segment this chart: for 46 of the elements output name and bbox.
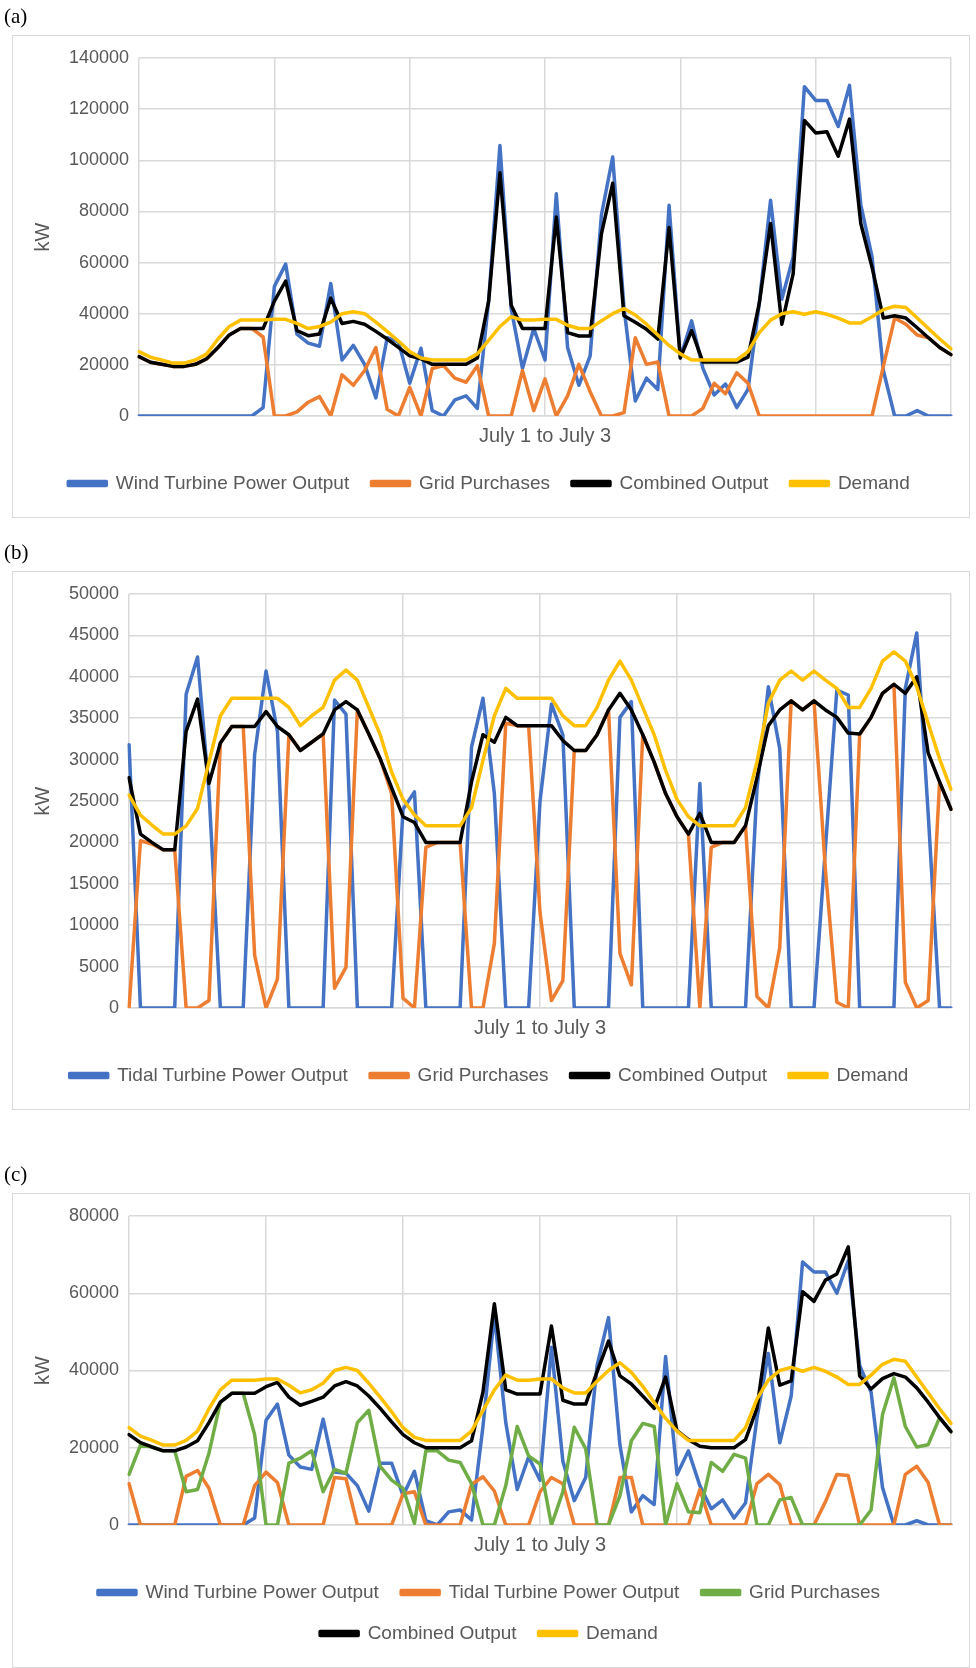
y-tick-label: 45000 <box>68 624 120 645</box>
y-axis-title: kW <box>30 222 53 252</box>
x-axis-title: July 1 to July 3 <box>478 423 612 446</box>
y-tick-label: 60000 <box>68 1282 120 1303</box>
y-tick-label: 35000 <box>68 707 120 728</box>
y-tick-label: 50000 <box>68 582 120 603</box>
y-tick-label: 0 <box>119 404 130 425</box>
y-axis-title: kW <box>30 786 53 816</box>
y-tick-label: 0 <box>109 1513 120 1534</box>
x-axis-title: July 1 to July 3 <box>473 1015 607 1038</box>
y-tick-label: 0 <box>109 996 120 1017</box>
legend-label: Grid Purchases <box>417 1063 549 1085</box>
y-tick-label: 40000 <box>79 302 130 323</box>
y-tick-label: 100000 <box>68 149 130 170</box>
y-tick-label: 40000 <box>68 1359 120 1380</box>
legend-label: Grid Purchases <box>419 471 550 493</box>
y-tick-label: 30000 <box>68 748 120 769</box>
legend-label: Demand <box>836 1063 909 1085</box>
y-tick-label: 40000 <box>68 665 120 686</box>
legend-label: Combined Output <box>619 471 770 493</box>
legend-label: Combined Output <box>367 1621 518 1643</box>
y-tick-label: 80000 <box>79 200 130 221</box>
y-tick-label: 5000 <box>79 955 120 976</box>
y-tick-label: 15000 <box>68 872 120 893</box>
y-tick-label: 10000 <box>68 914 120 935</box>
y-tick-label: 20000 <box>68 1436 120 1457</box>
y-tick-label: 20000 <box>79 353 130 374</box>
legend-label: Wind Turbine Power Output <box>145 1580 380 1602</box>
y-tick-label: 25000 <box>68 789 120 810</box>
legend-label: Tidal Turbine Power Output <box>448 1580 680 1602</box>
y-tick-label: 140000 <box>68 46 130 67</box>
chart-title: (c) <box>4 1162 28 1187</box>
y-tick-label: 20000 <box>68 831 120 852</box>
chart-title: (b) <box>4 540 29 565</box>
y-tick-label: 120000 <box>68 98 130 119</box>
y-tick-label: 60000 <box>79 251 130 272</box>
x-axis-title: July 1 to July 3 <box>473 1532 607 1555</box>
y-tick-label: 80000 <box>68 1204 120 1225</box>
legend-label: Grid Purchases <box>749 1580 881 1602</box>
legend-label: Wind Turbine Power Output <box>115 471 350 493</box>
legend-label: Combined Output <box>618 1063 768 1085</box>
y-axis-title: kW <box>30 1355 53 1385</box>
legend-label: Demand <box>586 1621 658 1643</box>
legend-label: Demand <box>837 471 910 493</box>
chart-title: (a) <box>4 4 28 29</box>
legend-label: Tidal Turbine Power Output <box>117 1063 349 1085</box>
